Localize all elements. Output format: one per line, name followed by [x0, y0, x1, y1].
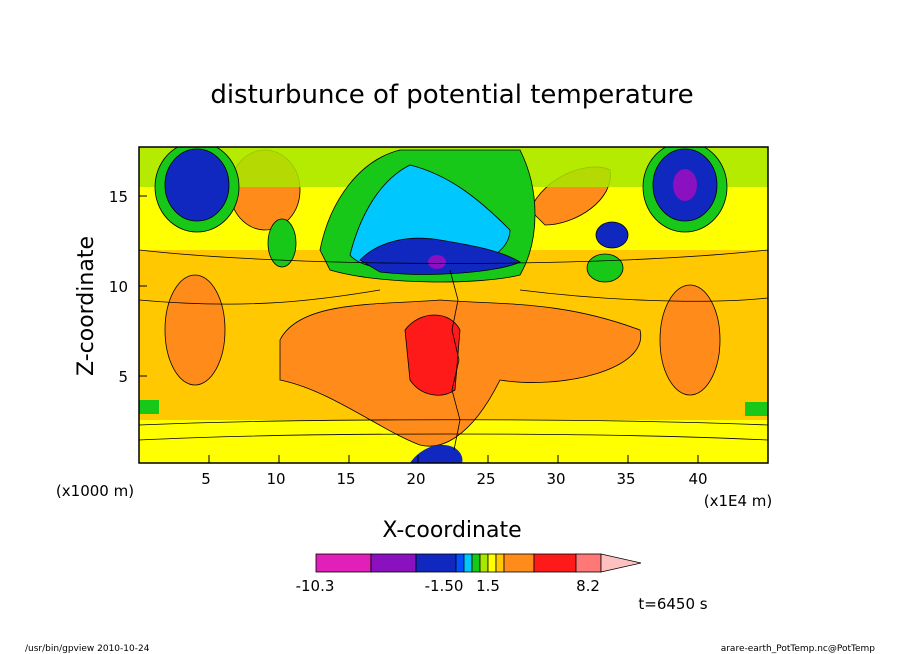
- colorbar-label: -10.3: [296, 577, 335, 595]
- x-unit-left: (x1000 m): [56, 482, 134, 500]
- x-tick-label: 25: [476, 470, 495, 488]
- y-tick-label: 15: [109, 188, 128, 206]
- colorbar-segment: [471, 553, 481, 573]
- chart-title: disturbunce of potential temperature: [210, 80, 693, 110]
- green-edge-left: [139, 400, 159, 414]
- y-axis-label: Z-coordinate: [74, 236, 99, 376]
- cold-blob-mid-right: [595, 221, 629, 249]
- plot-area: [139, 147, 768, 463]
- x-tick-label: 30: [546, 470, 565, 488]
- colorbar-segment: [415, 553, 457, 573]
- cold-core-right: [673, 169, 697, 201]
- y-tick-label: 5: [118, 368, 128, 386]
- green-edge-right: [745, 402, 768, 416]
- warm-central-region: [279, 299, 642, 447]
- x-tick-label: 40: [688, 470, 707, 488]
- colorbar-label: 1.5: [476, 577, 500, 595]
- x-axis-label: X-coordinate: [382, 518, 521, 543]
- x-tick-label: 10: [266, 470, 285, 488]
- time-label: t=6450 s: [638, 595, 707, 613]
- y-axis: 5 10 15 Z-coordinate: [74, 188, 147, 386]
- x-tick-label: 5: [201, 470, 211, 488]
- green-blob-left: [267, 218, 297, 268]
- x-axis: 5 10 15 20 25 30 35 40 (x1000 m) (x1E4 m…: [56, 455, 772, 543]
- x-tick-label: 20: [406, 470, 425, 488]
- colorbar-segment: [503, 553, 535, 573]
- colorbar-label: 8.2: [576, 577, 600, 595]
- colorbar-arrow: [600, 553, 642, 573]
- warm-lobe-right: [659, 284, 721, 396]
- footer-left: /usr/bin/gpview 2010-10-24: [25, 644, 150, 654]
- colorbar-segment: [455, 553, 465, 573]
- colorbar-segment: [315, 553, 372, 573]
- colorbar-segment: [463, 553, 473, 573]
- footer-right: arare-earth_PotTemp.nc@PotTemp: [721, 644, 876, 654]
- colorbar-segment: [479, 553, 489, 573]
- warm-lobe-left: [164, 274, 226, 386]
- contour-lines: [139, 249, 768, 451]
- warm-core-region: [404, 314, 461, 396]
- x-unit-right: (x1E4 m): [704, 492, 773, 510]
- colorbar-segment: [495, 553, 505, 573]
- y-tick-label: 10: [109, 278, 128, 296]
- cold-bottom-center: [410, 444, 463, 463]
- x-tick-label: 15: [336, 470, 355, 488]
- green-blob-right: [586, 253, 624, 283]
- colorbar-segment: [533, 553, 577, 573]
- colorbar: [315, 553, 642, 573]
- colorbar-segment: [487, 553, 497, 573]
- cold-core-center: [428, 255, 446, 269]
- colorbar-segment: [370, 553, 417, 573]
- cold-upper-left-inner: [164, 148, 230, 222]
- colorbar-label: -1.50: [425, 577, 464, 595]
- x-tick-label: 35: [616, 470, 635, 488]
- colorbar-segment: [575, 553, 602, 573]
- plot-frame: [138, 146, 769, 464]
